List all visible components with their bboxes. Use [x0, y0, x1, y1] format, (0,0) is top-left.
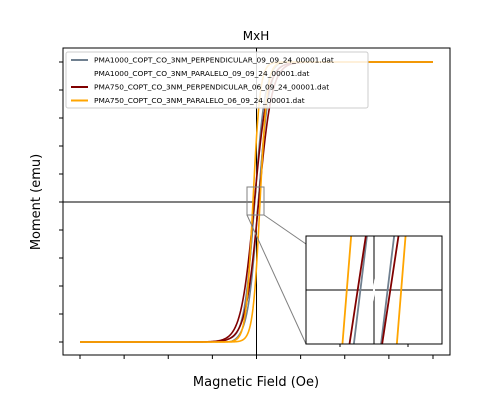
hysteresis-curves: [80, 61, 433, 343]
zoom-connector-bottom: [246, 214, 307, 345]
inset-ticks: [339, 344, 409, 347]
zoom-connector-top: [263, 214, 307, 245]
zoom-region-box: [246, 186, 265, 216]
legend-label-1: PMA1000_COPT_CO_3NM_PARALELO_09_09_24_00…: [94, 69, 309, 78]
inset-curves: [341, 236, 407, 344]
legend-label-3: PMA750_COPT_CO_3NM_PARALELO_06_09_24_000…: [94, 96, 305, 105]
chart-title: MxH: [243, 29, 269, 43]
legend-label-2: PMA750_COPT_CO_3NM_PERPENDICULAR_06_09_2…: [94, 83, 329, 92]
series-3-down-branch: [80, 61, 433, 343]
x-axis-label: Magnetic Field (Oe): [193, 375, 319, 390]
legend: PMA1000_COPT_CO_3NM_PERPENDICULAR_09_09_…: [65, 51, 369, 109]
inset-series-1-down-branch: [366, 236, 382, 344]
inset-frame: [305, 235, 443, 345]
legend-label-0: PMA1000_COPT_CO_3NM_PERPENDICULAR_09_09_…: [94, 56, 334, 65]
legend-entries: PMA1000_COPT_CO_3NM_PERPENDICULAR_09_09_…: [71, 56, 334, 105]
y-axis-label: Moment (emu): [29, 154, 44, 250]
axis-ticks: [59, 61, 434, 359]
legend-box: [65, 51, 369, 109]
